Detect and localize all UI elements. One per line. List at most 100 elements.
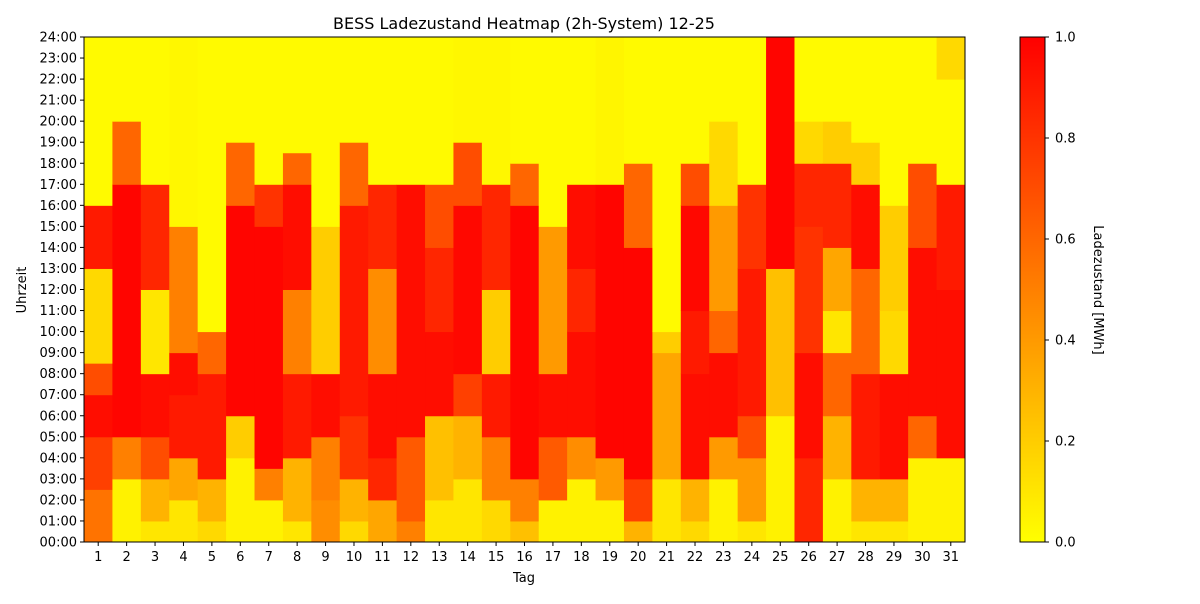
heatmap-cell	[453, 37, 483, 143]
y-tick-label: 13:00	[40, 262, 77, 277]
x-tick-label: 7	[265, 550, 273, 565]
heatmap-cell	[680, 373, 710, 480]
heatmap-cell	[680, 520, 710, 543]
heatmap-cell	[481, 499, 511, 543]
heatmap-cell	[538, 373, 568, 438]
heatmap-cell	[652, 37, 682, 333]
heatmap-cell	[197, 520, 227, 543]
heatmap-cell	[737, 37, 767, 185]
heatmap-cell	[169, 457, 199, 501]
heatmap-cell	[84, 205, 113, 269]
heatmap-cell	[282, 373, 312, 459]
heatmap-cell	[112, 436, 142, 480]
heatmap-cell	[709, 205, 739, 312]
heatmap-cell	[453, 142, 483, 206]
heatmap-cell	[368, 184, 398, 269]
y-tick-label: 00:00	[40, 536, 77, 551]
heatmap-cell	[84, 489, 113, 543]
heatmap-cell	[140, 373, 170, 438]
x-axis-label: Tag	[512, 571, 535, 586]
heatmap-cell	[709, 436, 739, 480]
y-tick-label: 23:00	[40, 52, 77, 67]
heatmap-cell	[481, 289, 511, 375]
x-tick-label: 4	[179, 550, 187, 565]
heatmap-cell	[197, 331, 227, 375]
heatmap-cell	[652, 478, 682, 543]
heatmap-cell	[510, 520, 540, 543]
heatmap-cell	[908, 247, 938, 417]
y-tick-label: 20:00	[40, 115, 77, 130]
heatmap-cell	[425, 499, 454, 543]
heatmap-cell	[254, 226, 284, 469]
heatmap-cell	[538, 226, 568, 375]
heatmap-cell	[766, 268, 795, 333]
heatmap-cell	[709, 310, 739, 354]
y-tick-label: 04:00	[40, 451, 77, 466]
heatmap-cell	[510, 37, 540, 164]
x-tick-label: 31	[943, 550, 960, 565]
heatmap-cell	[879, 310, 909, 375]
heatmap-cell	[368, 457, 398, 501]
x-tick-label: 26	[800, 550, 817, 565]
x-tick-label: 13	[431, 550, 448, 565]
heatmap-cell	[197, 37, 227, 333]
heatmap-cell	[481, 436, 511, 501]
heatmap-cell	[140, 436, 170, 480]
x-tick-label: 5	[208, 550, 216, 565]
heatmap-cell	[368, 37, 398, 185]
heatmap-cell	[311, 226, 341, 375]
x-tick-label: 30	[914, 550, 931, 565]
y-tick-label: 11:00	[40, 304, 77, 319]
y-tick-label: 16:00	[40, 199, 77, 214]
heatmap-cell	[908, 163, 938, 248]
x-tick-label: 22	[687, 550, 704, 565]
heatmap-cell	[226, 37, 256, 143]
heatmap-cell	[737, 457, 767, 522]
chart-title: BESS Ladezustand Heatmap (2h-System) 12-…	[333, 14, 715, 33]
heatmap-cell	[709, 478, 739, 543]
heatmap-cell	[425, 415, 454, 501]
heatmap-cell	[339, 37, 369, 143]
heatmap-cell	[311, 499, 341, 543]
heatmap-cell	[794, 121, 824, 164]
heatmap-cell	[425, 184, 454, 248]
heatmap-cell	[169, 499, 199, 543]
y-axis: 00:00 01:00 02:00 03:00 04:00 05:00 06:00 07:00…	[40, 31, 84, 551]
heatmap-cell	[282, 457, 312, 522]
heatmap-cell	[567, 268, 597, 333]
x-tick-label: 18	[573, 550, 590, 565]
heatmap-cell	[680, 478, 710, 522]
colorbar-tick-label: 0.8	[1055, 132, 1076, 147]
heatmap-cell	[169, 226, 199, 354]
y-tick-label: 12:00	[40, 283, 77, 298]
y-tick-label: 06:00	[40, 409, 77, 424]
x-tick-label: 10	[346, 550, 363, 565]
heatmap-cell	[339, 205, 369, 417]
y-tick-label: 08:00	[40, 367, 77, 382]
heatmap-cell	[453, 415, 483, 480]
colorbar-tick-label: 0.4	[1055, 334, 1076, 349]
heatmap-cell	[481, 184, 511, 290]
heatmap-cell	[396, 37, 426, 185]
x-tick-label: 20	[630, 550, 647, 565]
heatmap-cell	[453, 205, 483, 375]
heatmap-cell	[567, 37, 597, 185]
heatmap-cell	[737, 184, 767, 269]
x-tick-label: 28	[857, 550, 874, 565]
colorbar-tick-label: 0.0	[1055, 536, 1076, 551]
heatmap-cell	[879, 205, 909, 312]
heatmap-cell	[254, 499, 284, 543]
heatmap-cell	[879, 478, 909, 522]
heatmap-cell	[481, 37, 511, 185]
heatmap-cell	[595, 184, 625, 459]
heatmap-cell	[652, 331, 682, 354]
y-tick-label: 10:00	[40, 325, 77, 340]
colorbar-tick-label: 0.2	[1055, 435, 1076, 450]
y-tick-label: 02:00	[40, 493, 77, 508]
heatmap-cells	[84, 37, 966, 543]
x-axis: 1 2 3 4 5 6 7 8 9 10 11 12 13 14 15 16 17 18 19 20 21 22 23 24 2…	[94, 542, 959, 565]
heatmap-cell	[822, 415, 852, 480]
heatmap-cell	[368, 268, 398, 375]
heatmap-cell	[140, 289, 170, 375]
heatmap-cell	[822, 310, 852, 354]
